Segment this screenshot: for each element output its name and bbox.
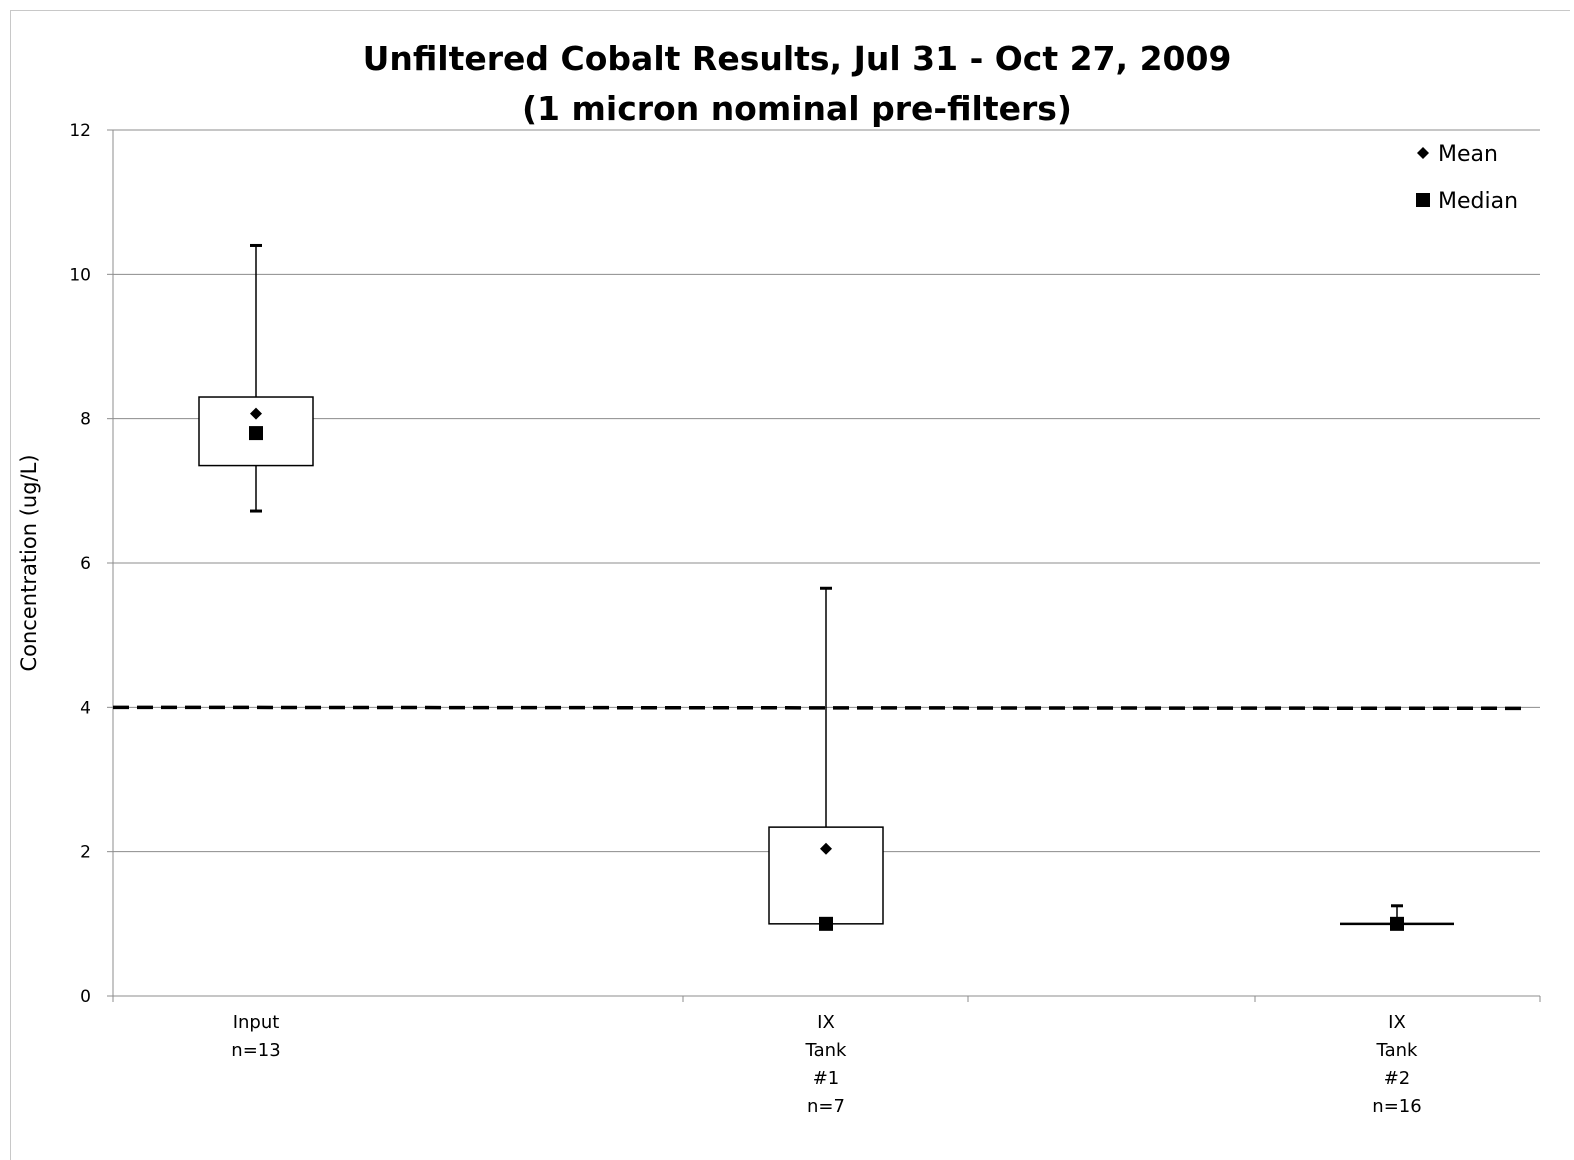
x-category-label: IX (817, 1012, 835, 1033)
y-tick-label: 4 (80, 698, 91, 718)
mean-marker (250, 407, 262, 420)
y-tick-label: 12 (69, 121, 91, 141)
legend-median-marker (1416, 193, 1430, 207)
x-category-label: #2 (1384, 1068, 1411, 1089)
y-tick-label: 10 (69, 265, 91, 285)
chart-title-line2: (1 micron nominal pre-filters) (522, 89, 1072, 128)
median-marker (819, 916, 833, 931)
reference-line (112, 705, 1529, 711)
plot-area: 0 2 4 6 8 10 12 Input n=13 IX Tank #1 n=7 IX Tank #2 n=1… (69, 121, 1541, 1117)
x-category-label: Tank (805, 1040, 847, 1061)
legend-mean-label: Mean (1438, 142, 1498, 167)
legend-median-label: Median (1438, 189, 1518, 214)
x-category-label: n=13 (231, 1040, 280, 1061)
y-tick-label: 6 (80, 554, 91, 574)
x-category-label: #1 (813, 1068, 840, 1089)
legend-mean-marker (1417, 147, 1429, 159)
chart-frame (10, 10, 1570, 1160)
median-marker (1390, 916, 1404, 931)
x-category-label: n=16 (1372, 1096, 1421, 1117)
y-tick-label: 2 (80, 843, 91, 863)
mean-marker (820, 842, 832, 855)
box (768, 826, 884, 925)
x-category-label: IX (1388, 1012, 1406, 1033)
y-tick-label: 0 (80, 987, 91, 1007)
chart-title-line1: Unfiltered Cobalt Results, Jul 31 - Oct … (363, 39, 1232, 78)
x-category-label: Input (233, 1012, 280, 1033)
x-category-label: Tank (1376, 1040, 1418, 1061)
y-tick-label: 8 (80, 410, 91, 430)
median-marker (249, 426, 263, 441)
x-category-label: n=7 (807, 1096, 845, 1117)
y-axis-label: Concentration (ug/L) (17, 454, 41, 671)
